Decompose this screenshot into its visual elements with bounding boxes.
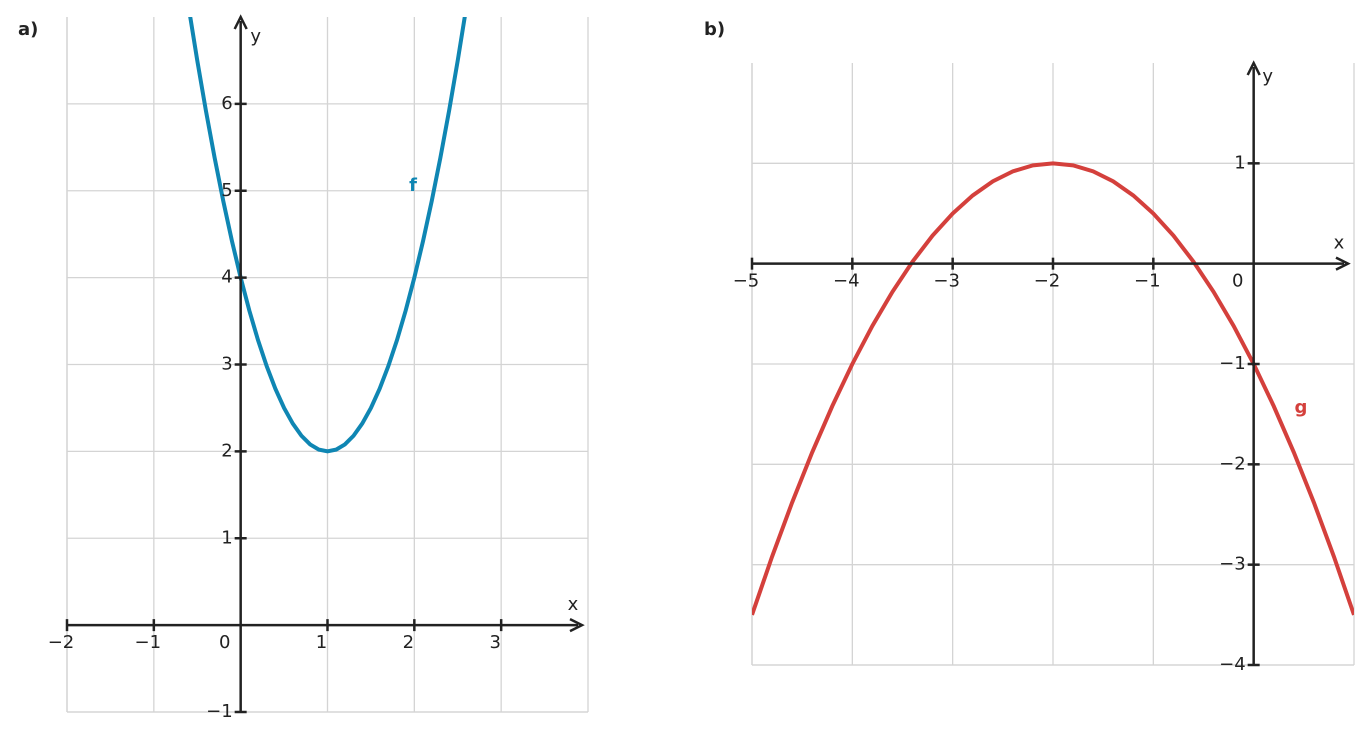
y-tick-label: 2 <box>221 440 232 461</box>
y-tick-label: −1 <box>1219 353 1246 374</box>
y-tick-label: 4 <box>221 267 232 288</box>
x-tick-label: −1 <box>135 632 162 653</box>
x-tick-label: −2 <box>48 632 75 653</box>
y-axis-label: y <box>1262 66 1273 87</box>
x-tick-label: 0 <box>1232 271 1243 292</box>
y-tick-label: 6 <box>221 93 232 114</box>
x-arrow <box>1335 256 1351 271</box>
panel: a) f x y −2 −1 0 1 2 3 −1 1 2 3 4 5 6 <box>18 14 589 722</box>
y-axis-label: y <box>250 26 261 47</box>
y-tick-label: 5 <box>221 180 232 201</box>
x-tick-label: 3 <box>489 632 500 653</box>
y-tick-label: 3 <box>221 354 232 375</box>
x-axis-label: x <box>1334 233 1345 254</box>
x-tick-label: −2 <box>1034 271 1061 292</box>
y-tick-label: 1 <box>221 527 232 548</box>
panel: b) g x y −5 −4 −3 −2 −1 0 −4 −3 −2 −1 1 <box>704 19 1355 675</box>
curve-label: g <box>1295 397 1308 418</box>
x-tick-label: 1 <box>316 632 327 653</box>
y-tick-label: −4 <box>1219 654 1246 675</box>
y-tick-label: −2 <box>1219 453 1246 474</box>
y-arrow <box>233 14 248 30</box>
x-arrow <box>569 618 585 633</box>
x-tick-label: −4 <box>833 271 860 292</box>
panel-label: a) <box>18 19 38 40</box>
x-tick-label: 0 <box>219 632 230 653</box>
panel-label: b) <box>704 19 725 40</box>
x-tick-label: −3 <box>933 271 960 292</box>
x-tick-label: 2 <box>403 632 414 653</box>
x-axis-label: x <box>568 594 579 615</box>
x-tick-label: −1 <box>1134 271 1161 292</box>
y-tick-label: 1 <box>1234 152 1245 173</box>
y-tick-label: −1 <box>206 701 233 722</box>
curve-label: f <box>409 175 417 196</box>
y-tick-label: −3 <box>1219 554 1246 575</box>
curve <box>188 17 467 454</box>
x-tick-label: −5 <box>733 271 760 292</box>
y-arrow <box>1246 60 1261 76</box>
